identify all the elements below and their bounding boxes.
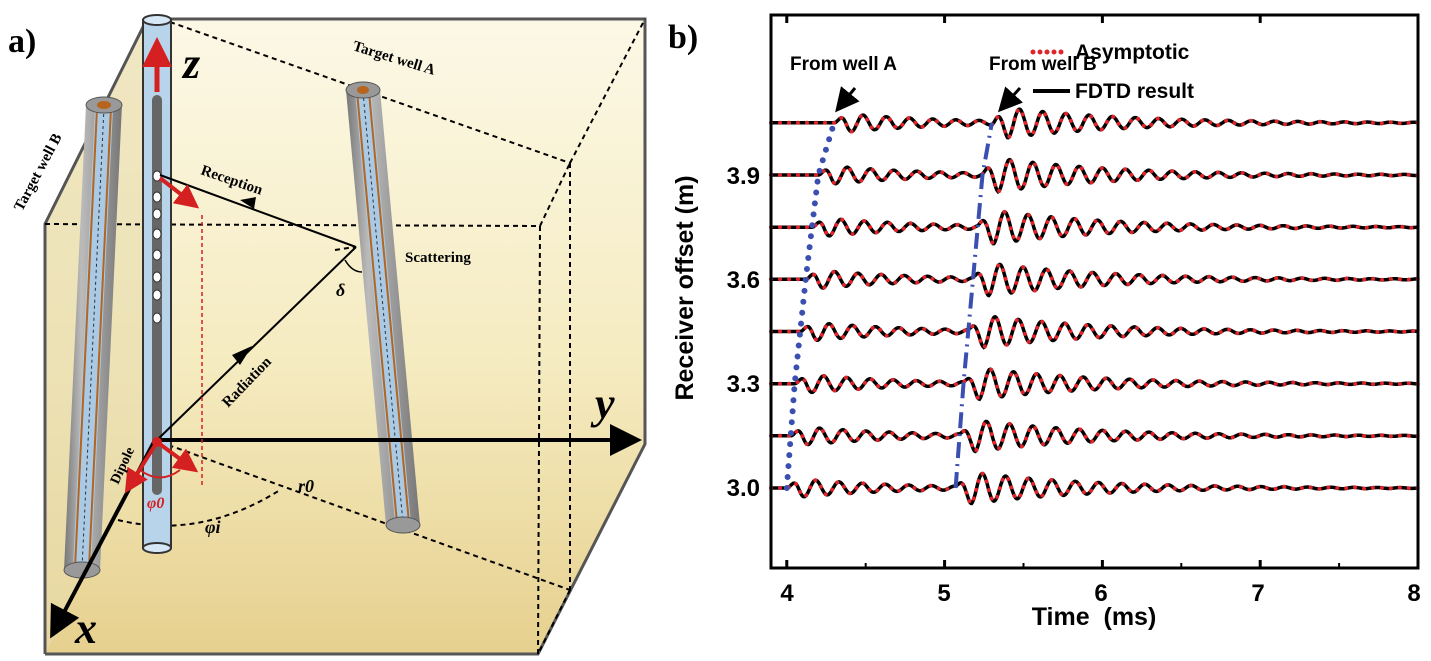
asymptotic-trace bbox=[769, 419, 1420, 454]
ticks bbox=[785, 15, 1420, 568]
x-tick-label: 4 bbox=[780, 580, 794, 607]
arrival-lines bbox=[783, 119, 994, 491]
y-tick-label: 3.3 bbox=[727, 371, 760, 398]
x-axis-label: x bbox=[74, 604, 97, 653]
target-well-a bbox=[345, 81, 421, 534]
delta-label: δ bbox=[336, 280, 345, 300]
annotation-from-well-b: From well B bbox=[989, 54, 1097, 75]
asymptotic-trace bbox=[769, 471, 1420, 506]
x-axis-title: Time (ms) bbox=[1032, 603, 1157, 631]
y-tick-label: 3.0 bbox=[727, 475, 760, 502]
x-tick-label: 5 bbox=[937, 580, 950, 607]
arrow-well-a bbox=[835, 86, 860, 113]
legend-label-fdtd: FDTD result bbox=[1075, 80, 1194, 103]
legend: Asymptotic FDTD result bbox=[1030, 41, 1194, 103]
asymptotic-trace bbox=[769, 367, 1420, 402]
y-axis-title: Receiver offset (m) bbox=[671, 175, 699, 400]
panel-b-label: b) bbox=[668, 19, 698, 56]
arrow-well-b bbox=[997, 86, 1024, 113]
fdtd-trace bbox=[771, 314, 1419, 350]
target-well-b bbox=[63, 96, 123, 579]
legend-label-asymptotic: Asymptotic bbox=[1075, 41, 1190, 64]
annotation-from-well-a: From well A bbox=[790, 54, 897, 75]
radiation-ray bbox=[156, 246, 357, 441]
phii-label: φi bbox=[205, 517, 221, 537]
phi0-label: φ0 bbox=[147, 495, 164, 512]
y-tick-label: 3.6 bbox=[727, 267, 760, 294]
box-dashed-edges bbox=[44, 18, 646, 655]
receiver-array bbox=[152, 170, 162, 324]
plot-frame bbox=[769, 13, 1420, 570]
asymptotic-trace bbox=[769, 262, 1420, 298]
medium-volume bbox=[45, 19, 645, 654]
x-tick-label: 6 bbox=[1094, 580, 1107, 607]
scattering-label: Scattering bbox=[405, 250, 471, 266]
asymptotic-trace bbox=[769, 107, 1420, 140]
x-tick-label: 7 bbox=[1251, 580, 1264, 607]
arrival-line-well-a bbox=[783, 119, 838, 491]
panel-b-chart: b) 4 5 6 7 8 3.0 3.3 3.6 3.9 Time (ms) R… bbox=[668, 13, 1421, 631]
r0-label: r0 bbox=[298, 476, 314, 496]
asymptotic-trace bbox=[769, 209, 1420, 246]
y-axis-label: y bbox=[590, 379, 615, 428]
asymptotic-trace bbox=[769, 157, 1420, 195]
panel-a-diagram: a) z y x Target well A Target well B Rec… bbox=[8, 14, 647, 656]
x-tick-label: 8 bbox=[1407, 580, 1420, 607]
asymptotic-trace bbox=[769, 314, 1420, 350]
y-tick-label: 3.9 bbox=[727, 163, 760, 190]
logging-tool bbox=[142, 14, 172, 554]
panel-a-label: a) bbox=[8, 23, 36, 60]
traces bbox=[769, 107, 1420, 506]
arrival-line-well-b bbox=[953, 122, 994, 489]
z-axis-label: z bbox=[181, 39, 200, 88]
